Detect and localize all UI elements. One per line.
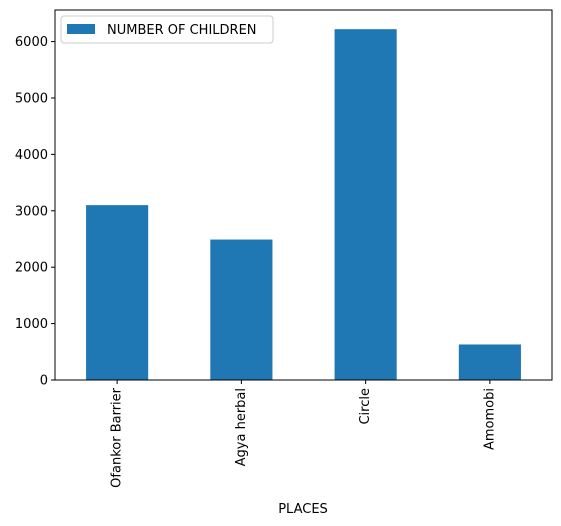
bars-layer <box>86 29 521 381</box>
bar-agya-herbal <box>210 239 273 380</box>
y-axis-ticks: 0 1000 2000 3000 4000 5000 6000 <box>15 35 55 389</box>
legend: NUMBER OF CHILDREN <box>60 15 274 44</box>
legend-box <box>60 15 274 44</box>
y-tick-label: 6000 <box>15 35 48 50</box>
x-tick-label: Amomobi <box>482 388 497 450</box>
x-tick-label: Ofankor Barrier <box>110 387 125 487</box>
y-tick-label: 2000 <box>15 261 48 276</box>
y-tick-label: 4000 <box>15 148 48 163</box>
bar-amomobi <box>458 344 521 380</box>
y-tick-label: 3000 <box>15 204 48 219</box>
bar-circle <box>334 29 397 381</box>
plot-frame <box>54 9 553 381</box>
legend-label: NUMBER OF CHILDREN <box>107 23 257 38</box>
y-tick-label: 5000 <box>15 91 48 106</box>
x-axis-ticks: Ofankor Barrier Agya herbal Circle Amomobi <box>110 380 497 488</box>
x-axis-label: PLACES <box>278 502 328 517</box>
y-tick-label: 0 <box>40 374 48 389</box>
bar-ofankor-barrier <box>86 205 149 380</box>
x-tick-label: Circle <box>358 388 373 425</box>
y-tick-label: 1000 <box>15 317 48 332</box>
x-tick-label: Agya herbal <box>234 388 249 466</box>
legend-swatch <box>67 24 95 34</box>
